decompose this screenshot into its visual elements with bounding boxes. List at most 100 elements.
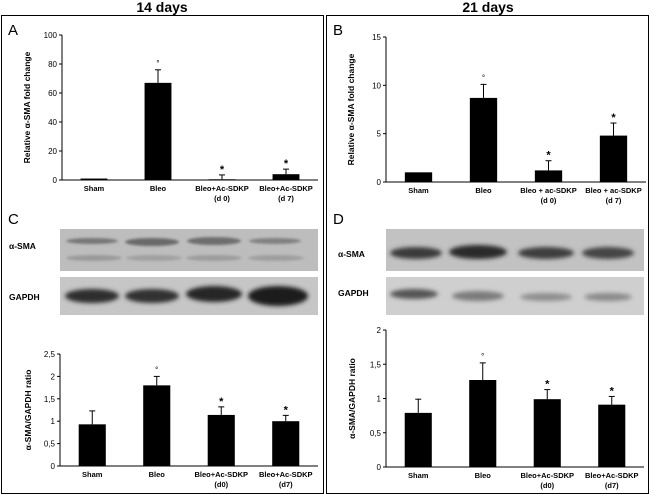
x-category-label: Bleo+Ac-SDKP	[259, 184, 313, 193]
significance-marker: *	[545, 379, 550, 391]
x-category-label: (d0)	[540, 481, 554, 490]
significance-marker: *	[284, 158, 289, 170]
x-category-label: (d7)	[279, 480, 293, 489]
x-category-label: Bleo	[149, 470, 166, 479]
x-category-label: (d 7)	[606, 196, 622, 205]
x-category-label: Bleo+Ac-SDKP	[585, 471, 639, 480]
western-blot-c: α-SMA GAPDH	[9, 229, 318, 315]
bar	[144, 82, 172, 180]
blot-c-alpha-sma-label: α-SMA	[9, 241, 36, 251]
bar	[404, 412, 432, 467]
chart-panel-d: 0 0,5 1 1,5 2 α-SMA/GAPDH ratio Sham ° Bleo * Bleo…	[347, 326, 644, 490]
y-tick-label: 80	[48, 60, 57, 69]
bar	[469, 97, 498, 182]
left-panel-frame	[1, 15, 324, 494]
blot-d-bottom-bands	[390, 289, 632, 301]
y-tick-label: 15	[372, 33, 381, 42]
y-tick-label: 2	[377, 326, 382, 335]
bar	[208, 179, 236, 181]
y-tick-label: 10	[372, 81, 381, 90]
significance-marker: °	[481, 352, 484, 361]
x-category-label: Bleo	[475, 186, 492, 195]
y-tick-label: 1	[377, 395, 382, 404]
y-tick-label: 0,5	[44, 440, 56, 449]
chart-panel-a: 0 20 40 60 80 100 Relative α-SMA fold change Sh…	[22, 31, 318, 203]
bar	[80, 178, 108, 180]
panel-letter-a: A	[8, 22, 18, 39]
panel-letter-c: C	[8, 211, 19, 228]
x-category-label: Sham	[408, 471, 429, 480]
bar	[272, 421, 300, 466]
significance-marker: °	[482, 73, 485, 82]
blot-d-top-bands	[390, 245, 634, 259]
significance-marker: *	[219, 396, 224, 408]
y-axis-title: α-SMA/GAPDH ratio	[347, 358, 357, 439]
significance-marker: °	[156, 59, 159, 68]
y-tick-label: 1	[51, 417, 56, 426]
significance-marker: *	[546, 150, 551, 162]
bar	[404, 172, 433, 182]
y-axis-title: Relative α-SMA fold change	[22, 51, 32, 163]
bar	[533, 399, 561, 467]
header-21-days: 21 days	[462, 0, 514, 15]
y-axis-title: Relative α-SMA fold change	[346, 53, 356, 165]
x-category-label: Sham	[82, 470, 103, 479]
chart-panel-c: 0 0,5 1 1,5 2 2,5 α-SMA/GAPDH ratio Sham ° Bleo * B…	[23, 350, 318, 489]
x-category-label: Bleo + ac-SDKP	[520, 186, 576, 195]
y-tick-label: 0	[377, 463, 382, 472]
blot-c-top-strip	[60, 229, 318, 271]
x-category-label: (d7)	[605, 481, 619, 490]
significance-marker: *	[220, 164, 225, 176]
bar	[143, 385, 171, 466]
y-tick-label: 0	[377, 178, 382, 187]
bar	[534, 170, 563, 182]
y-tick-label: 0	[51, 462, 56, 471]
bar	[598, 404, 626, 467]
bar	[272, 174, 300, 180]
y-tick-label: 5	[377, 130, 382, 139]
significance-marker: °	[155, 365, 158, 374]
x-category-label: (d 0)	[214, 194, 230, 203]
bar	[599, 135, 628, 182]
y-tick-label: 2,5	[44, 350, 56, 359]
y-axis-title: α-SMA/GAPDH ratio	[23, 370, 33, 451]
blot-c-bottom-bands	[65, 286, 308, 306]
x-category-label: (d 0)	[541, 196, 557, 205]
blot-d-alpha-sma-label: α-SMA	[338, 249, 365, 259]
header-14-days: 14 days	[136, 0, 188, 15]
significance-marker: *	[610, 385, 615, 397]
y-tick-label: 40	[48, 118, 57, 127]
significance-marker: *	[284, 404, 289, 416]
right-panel-frame	[326, 15, 649, 494]
significance-marker: *	[611, 112, 616, 124]
x-category-label: Bleo + ac-SDKP	[585, 186, 641, 195]
y-tick-label: 1,5	[44, 395, 56, 404]
bar	[78, 424, 106, 466]
y-tick-label: 20	[48, 147, 57, 156]
x-category-label: Bleo+Ac-SDKP	[194, 470, 248, 479]
y-tick-label: 60	[48, 89, 57, 98]
x-category-label: Sham	[84, 184, 105, 193]
panel-letter-b: B	[333, 22, 343, 39]
x-category-label: Bleo+Ac-SDKP	[195, 184, 249, 193]
x-category-label: Bleo+Ac-SDKP	[259, 470, 313, 479]
y-tick-label: 0	[53, 176, 58, 185]
panel-letter-d: D	[333, 211, 344, 228]
y-tick-label: 1,5	[370, 360, 382, 369]
x-category-label: Bleo+Ac-SDKP	[520, 471, 574, 480]
y-tick-label: 2	[51, 372, 56, 381]
x-category-label: (d0)	[214, 480, 228, 489]
x-category-label: Sham	[408, 186, 429, 195]
blot-d-gapdh-label: GAPDH	[338, 288, 369, 298]
x-category-label: Bleo	[475, 471, 492, 480]
y-tick-label: 100	[44, 31, 58, 40]
y-tick-label: 0,5	[370, 429, 382, 438]
x-category-label: (d 7)	[278, 194, 294, 203]
x-category-label: Bleo	[150, 184, 167, 193]
western-blot-d: α-SMA GAPDH	[338, 229, 644, 315]
blot-c-top-bands	[66, 237, 304, 261]
bar	[207, 414, 235, 466]
chart-panel-b: 0 5 10 15 Relative α-SMA fold change Sham ° Ble…	[346, 33, 646, 205]
bar	[469, 380, 497, 467]
